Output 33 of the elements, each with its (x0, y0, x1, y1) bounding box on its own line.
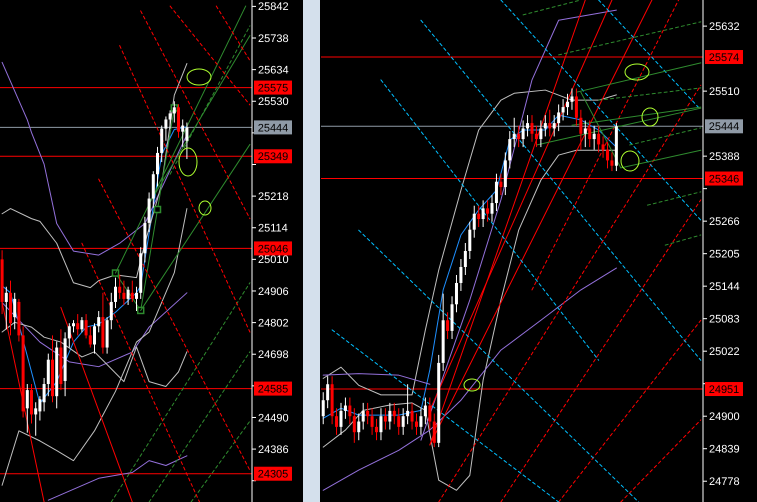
y-tick-label: 25738 (258, 32, 289, 45)
y-tick-label: 25842 (258, 1, 289, 14)
y-tick-label: 25205 (709, 248, 740, 261)
y-tick-label: 25388 (709, 150, 740, 163)
y-tick-label: 25510 (709, 86, 740, 98)
y-tick-label: 24490 (258, 412, 289, 424)
y-tick-label: 24802 (258, 317, 289, 330)
y-tick-label: 25010 (258, 254, 289, 266)
y-tick-label: 25634 (258, 64, 289, 76)
y-tick-label: 25218 (258, 190, 289, 203)
y-tick-label: 24386 (258, 444, 289, 456)
y-tick-label: 24906 (258, 286, 289, 298)
ref-line-label: 25046 (258, 243, 288, 256)
y-tick-label: 25530 (258, 96, 289, 108)
ref-line-label: 25575 (258, 82, 288, 94)
y-tick-label: 25114 (258, 222, 288, 235)
y-tick-label: 25083 (709, 314, 740, 326)
ref-line-label: 25444 (708, 121, 740, 134)
y-tick-label: 25022 (709, 346, 740, 358)
y-tick-label: 25632 (709, 20, 740, 33)
ref-line-label: 25346 (708, 173, 740, 186)
ref-line-label: 24951 (708, 384, 740, 396)
y-tick-label: 24778 (709, 476, 740, 488)
y-tick-label: 24698 (258, 349, 289, 362)
y-tick-label: 25266 (709, 216, 740, 228)
y-tick-label: 24839 (709, 444, 740, 456)
y-tick-label: 25144 (709, 281, 740, 294)
ref-line-label: 24585 (258, 383, 288, 396)
y-tick-label: 24900 (709, 411, 740, 424)
ref-line-label: 25349 (258, 151, 288, 164)
ref-line-label: 25574 (708, 52, 740, 64)
ref-line-label: 25444 (258, 122, 288, 134)
ref-line-label: 24305 (258, 468, 288, 481)
